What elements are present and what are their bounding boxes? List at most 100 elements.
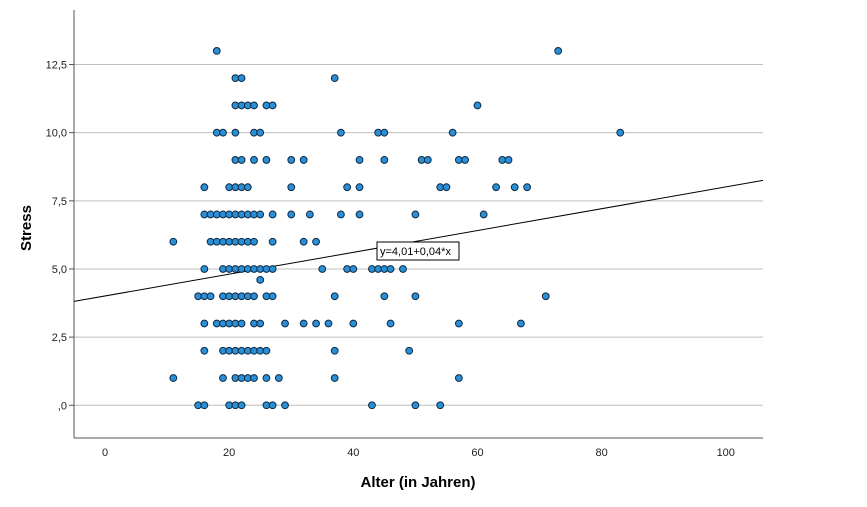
data-point (436, 401, 445, 410)
x-tick-label: 80 (595, 447, 607, 459)
data-point (405, 346, 414, 355)
data-point (479, 210, 488, 219)
data-point (250, 101, 258, 110)
data-point (386, 265, 395, 273)
data-point (510, 183, 519, 192)
x-tick-label: 60 (471, 447, 483, 459)
data-point (299, 156, 308, 164)
data-point (337, 128, 345, 137)
data-point (250, 292, 258, 301)
data-point (219, 374, 227, 382)
data-point (281, 319, 289, 328)
y-tick-label: ,0 (58, 400, 67, 412)
data-point (299, 319, 308, 328)
x-tick-label: 100 (717, 447, 735, 459)
data-point (411, 210, 420, 219)
data-point (268, 210, 277, 219)
data-point (504, 156, 513, 164)
data-point (200, 183, 209, 192)
data-point (250, 374, 258, 382)
data-point (250, 156, 258, 164)
grid-lines (74, 64, 763, 406)
data-point (448, 128, 457, 137)
data-point (380, 292, 389, 301)
data-point (355, 210, 364, 219)
data-point (461, 156, 469, 164)
fit-annotation-box (376, 241, 460, 261)
y-tick-label: 12,5 (46, 60, 67, 72)
data-point (330, 292, 339, 301)
data-point (337, 210, 345, 219)
data-point (262, 346, 271, 355)
data-point (380, 128, 389, 137)
y-tick-label: 10,0 (46, 128, 67, 140)
data-point (541, 292, 550, 301)
data-point (256, 275, 265, 284)
data-point (423, 156, 432, 164)
y-axis-title: Stress (18, 205, 35, 251)
data-point (200, 346, 209, 355)
data-point (287, 210, 296, 219)
data-point (368, 401, 376, 410)
data-point (517, 319, 525, 328)
data-point (268, 292, 277, 301)
data-point (330, 74, 339, 83)
data-point (305, 210, 314, 219)
data-point (212, 46, 221, 55)
x-tick-label: 0 (102, 447, 108, 459)
data-point (411, 292, 420, 301)
fit-line-group (73, 179, 764, 302)
data-point (206, 292, 215, 301)
y-tick-label: 7,5 (52, 196, 67, 208)
data-point (312, 237, 320, 246)
data-point (268, 265, 277, 273)
data-point (268, 101, 277, 110)
data-point (355, 156, 364, 164)
data-point (454, 319, 463, 328)
y-tick-labels: ,0 2,5 5,0 7,5 10,0 12,5 (46, 60, 74, 412)
data-point (454, 374, 463, 382)
data-point (616, 128, 625, 137)
data-points (169, 46, 625, 410)
data-point (237, 156, 246, 164)
fit-equation-label: y=4,01+0,04*x (380, 246, 451, 258)
data-point (237, 74, 246, 83)
data-point (380, 156, 389, 164)
data-point (330, 346, 339, 355)
data-point (262, 156, 271, 164)
fit-line (73, 179, 764, 302)
data-point (299, 237, 308, 246)
data-point (231, 128, 240, 137)
data-point (318, 265, 327, 273)
x-tick-label: 40 (347, 447, 359, 459)
data-point (355, 183, 364, 192)
data-point (349, 319, 358, 328)
data-point (554, 46, 563, 55)
y-tick-label: 5,0 (52, 264, 67, 276)
x-axis-title: Alter (in Jahren) (360, 474, 475, 491)
data-point (492, 183, 500, 192)
data-point (349, 265, 358, 273)
data-point (200, 319, 209, 328)
data-point (442, 183, 451, 192)
data-point (312, 319, 320, 328)
data-point (287, 156, 296, 164)
x-tick-label: 20 (223, 447, 235, 459)
data-point (411, 401, 420, 410)
data-point (243, 183, 252, 192)
x-tick-labels: 0 20 40 60 80 100 (102, 447, 735, 459)
data-point (386, 319, 395, 328)
data-point (237, 319, 246, 328)
data-point (268, 401, 277, 410)
data-point (523, 183, 532, 192)
data-point (262, 374, 271, 382)
data-point (281, 401, 289, 410)
data-point (274, 374, 283, 382)
data-point (324, 319, 333, 328)
data-point (219, 128, 227, 137)
data-point (399, 265, 407, 273)
data-point (256, 210, 265, 219)
y-tick-label: 2,5 (52, 332, 67, 344)
data-point (473, 101, 482, 110)
